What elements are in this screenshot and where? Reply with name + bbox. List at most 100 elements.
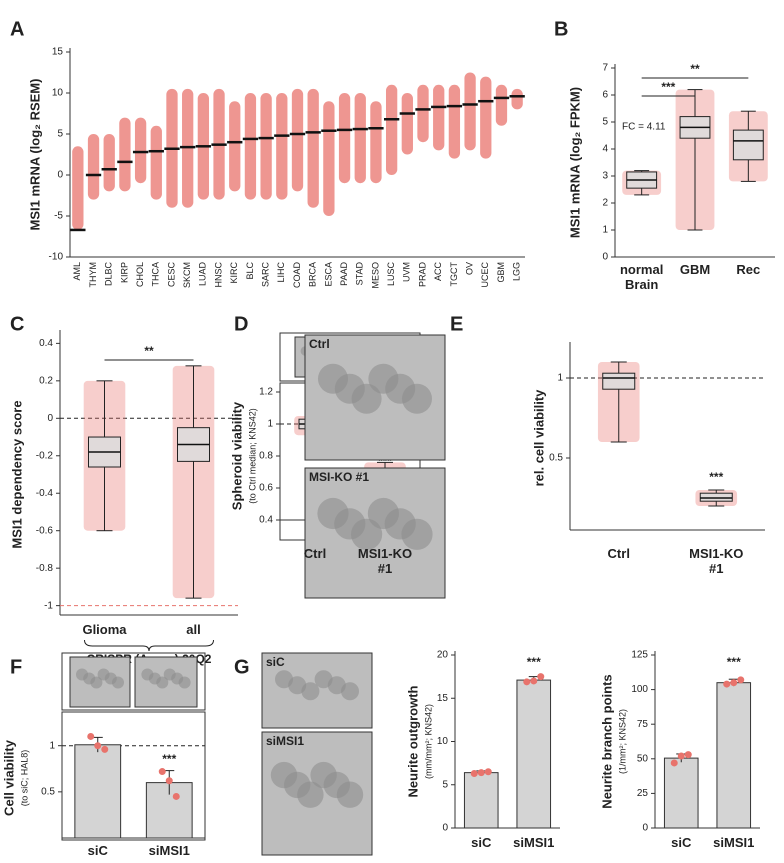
y-axis-label: Neurite outgrowth (405, 685, 420, 797)
panel-letter: F (10, 656, 22, 678)
y-axis-label: Neurite branch points (599, 674, 614, 808)
x-tick-label: SARC (260, 262, 270, 288)
point-cloud (448, 84, 461, 159)
bar (716, 682, 752, 829)
image-label: MSI-KO #1 (309, 470, 369, 484)
panel-letter: C (10, 313, 24, 335)
fold-change-label: FC = 4.11 (622, 122, 666, 133)
panel-letter: G (234, 656, 250, 678)
replicate-point (677, 752, 685, 760)
replicate-point (477, 769, 485, 777)
significance-label: ** (690, 62, 700, 76)
point-cloud (323, 101, 335, 216)
point-cloud (307, 88, 319, 208)
micrograph-detail (301, 682, 320, 701)
box (699, 492, 733, 502)
x-tick-label: Ctrl (303, 546, 327, 561)
y-tick-label: -0.4 (36, 488, 54, 499)
point-cloud (119, 117, 131, 192)
y-axis-label: MSI1 dependency score (9, 400, 24, 548)
replicate-point (158, 768, 166, 776)
y-tick-label: 0 (47, 413, 53, 424)
y-tick-label: -0.8 (36, 563, 54, 574)
x-tick-label: GBM (679, 262, 711, 277)
x-tick-label: THYM (88, 262, 98, 288)
x-tick-label: siC (671, 835, 692, 850)
y-tick-label: 4 (602, 144, 608, 155)
bar (663, 757, 699, 829)
y-axis-sublabel: (1/mm²; KNS42) (617, 709, 627, 774)
replicate-point (94, 742, 102, 750)
box (602, 372, 636, 390)
micrograph-detail (156, 676, 169, 689)
y-tick-label: 125 (631, 650, 648, 661)
y-tick-label: 0.2 (39, 375, 53, 386)
y-axis-label: MSI1 mRNA (log₂ FPKM) (567, 87, 582, 238)
micrograph-detail (341, 682, 359, 701)
micrograph-detail (351, 518, 383, 550)
replicate-point (530, 677, 538, 685)
x-tick-label: STAD (355, 262, 365, 286)
x-tick-label: MSI1-KO #1 (357, 546, 413, 576)
y-tick-label: 10 (52, 88, 64, 99)
x-tick-label: ACC (433, 262, 443, 282)
x-tick-label: Glioma (82, 622, 127, 637)
point-cloud (244, 93, 257, 200)
x-tick-label: Ctrl (607, 546, 630, 561)
point-cloud (495, 84, 508, 126)
x-tick-label: siMSI1 (713, 835, 755, 850)
y-tick-label: 0 (602, 252, 608, 263)
y-tick-label: 1 (602, 225, 608, 236)
y-tick-label: 0 (57, 170, 63, 181)
x-tick-label: TGCT (449, 262, 459, 287)
point-cloud (291, 88, 304, 192)
x-tick-label: KIRC (229, 262, 239, 284)
significance-label: ** (144, 344, 154, 358)
replicate-point (101, 745, 109, 753)
y-tick-label: -10 (49, 252, 64, 263)
y-tick-label: 0.5 (41, 786, 55, 797)
y-tick-label: 3 (602, 171, 608, 182)
y-tick-label: 7 (602, 63, 608, 74)
replicate-point (484, 768, 492, 776)
point-cloud (511, 88, 523, 110)
x-tick-label: THCA (151, 262, 161, 287)
x-tick-label: siC (87, 843, 108, 858)
point-cloud (134, 117, 147, 184)
point-cloud (417, 84, 429, 143)
micrograph-detail (112, 676, 124, 689)
point-cloud (276, 93, 288, 200)
x-tick-label: Rec (736, 262, 761, 277)
x-tick-label: UCEC (480, 262, 490, 288)
y-axis-label: rel. cell viability (531, 389, 546, 487)
y-tick-label: 0 (642, 823, 648, 834)
x-tick-label: normal Brain (619, 262, 664, 292)
significance-label: *** (527, 655, 541, 669)
point-cloud (103, 134, 115, 192)
x-tick-label: MSI1-KO #1 (689, 546, 744, 576)
y-tick-label: 5 (57, 129, 63, 140)
x-tick-label: BRCA (308, 262, 318, 287)
replicate-point (737, 676, 745, 684)
y-tick-label: 0.4 (259, 515, 273, 526)
y-axis-label: Spheroid viability (229, 401, 244, 510)
panel-letter: B (554, 18, 568, 40)
significance-label: *** (162, 752, 176, 766)
micrograph-detail (297, 781, 324, 808)
micrograph-detail (402, 383, 432, 414)
y-tick-label: 0 (442, 823, 448, 834)
x-tick-label: siMSI1 (513, 835, 555, 850)
x-tick-label: HNSC (213, 262, 223, 288)
y-tick-label: 0.6 (259, 483, 273, 494)
box (732, 129, 764, 161)
y-tick-label: 2 (602, 198, 608, 209)
y-axis-sublabel: (to Ctrl median; KNS42) (247, 408, 257, 504)
replicate-point (165, 777, 173, 785)
x-tick-label: COAD (292, 262, 302, 289)
y-tick-label: -1 (44, 600, 53, 611)
point-cloud (464, 72, 476, 151)
x-tick-label: siC (471, 835, 492, 850)
micrograph-detail (178, 676, 191, 689)
y-tick-label: -0.6 (36, 525, 54, 536)
y-tick-label: -0.2 (36, 450, 54, 461)
